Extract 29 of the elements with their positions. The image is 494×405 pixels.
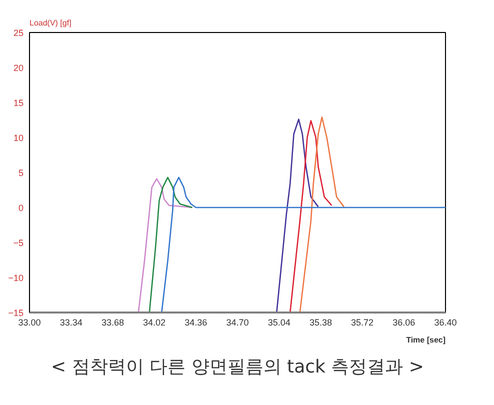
y-tick-label: 25 — [13, 28, 24, 38]
line-series — [289, 120, 332, 312]
y-tick-label: 10 — [13, 133, 24, 143]
y-tick-label: 15 — [13, 98, 24, 108]
y-tick-label: −15 — [8, 308, 24, 318]
y-tick-label: −5 — [13, 238, 24, 248]
line-series — [160, 176, 446, 312]
x-axis-title: Time [sec] — [406, 336, 446, 344]
line-series — [138, 178, 193, 312]
y-tick-label: −10 — [8, 273, 24, 283]
y-tick-label: 5 — [18, 168, 24, 178]
x-tick-label: 34.36 — [184, 318, 208, 328]
x-tick-label: 35.04 — [268, 318, 290, 328]
y-tick-label: 20 — [13, 63, 24, 73]
y-tick-label: 0 — [18, 203, 24, 213]
x-tick-label: 34.70 — [226, 318, 249, 328]
line-series — [148, 176, 193, 312]
x-tick-label: 36.40 — [434, 318, 457, 328]
line-series — [276, 118, 319, 312]
x-tick-label: 35.38 — [309, 318, 332, 328]
x-tick-label: 33.34 — [60, 318, 82, 328]
x-tick-label: 33.00 — [18, 318, 41, 328]
x-tick-label: 34.02 — [143, 318, 166, 328]
line-series — [299, 116, 345, 312]
y-axis-title: Load(V) [gf] — [30, 18, 72, 28]
x-tick-label: 33.68 — [101, 318, 124, 328]
x-tick-label: 36.06 — [392, 318, 416, 328]
text: < 점착력이 다른 양면필름의 tack 측정결과 > — [51, 356, 424, 378]
x-tick-label: 35.72 — [351, 318, 374, 328]
